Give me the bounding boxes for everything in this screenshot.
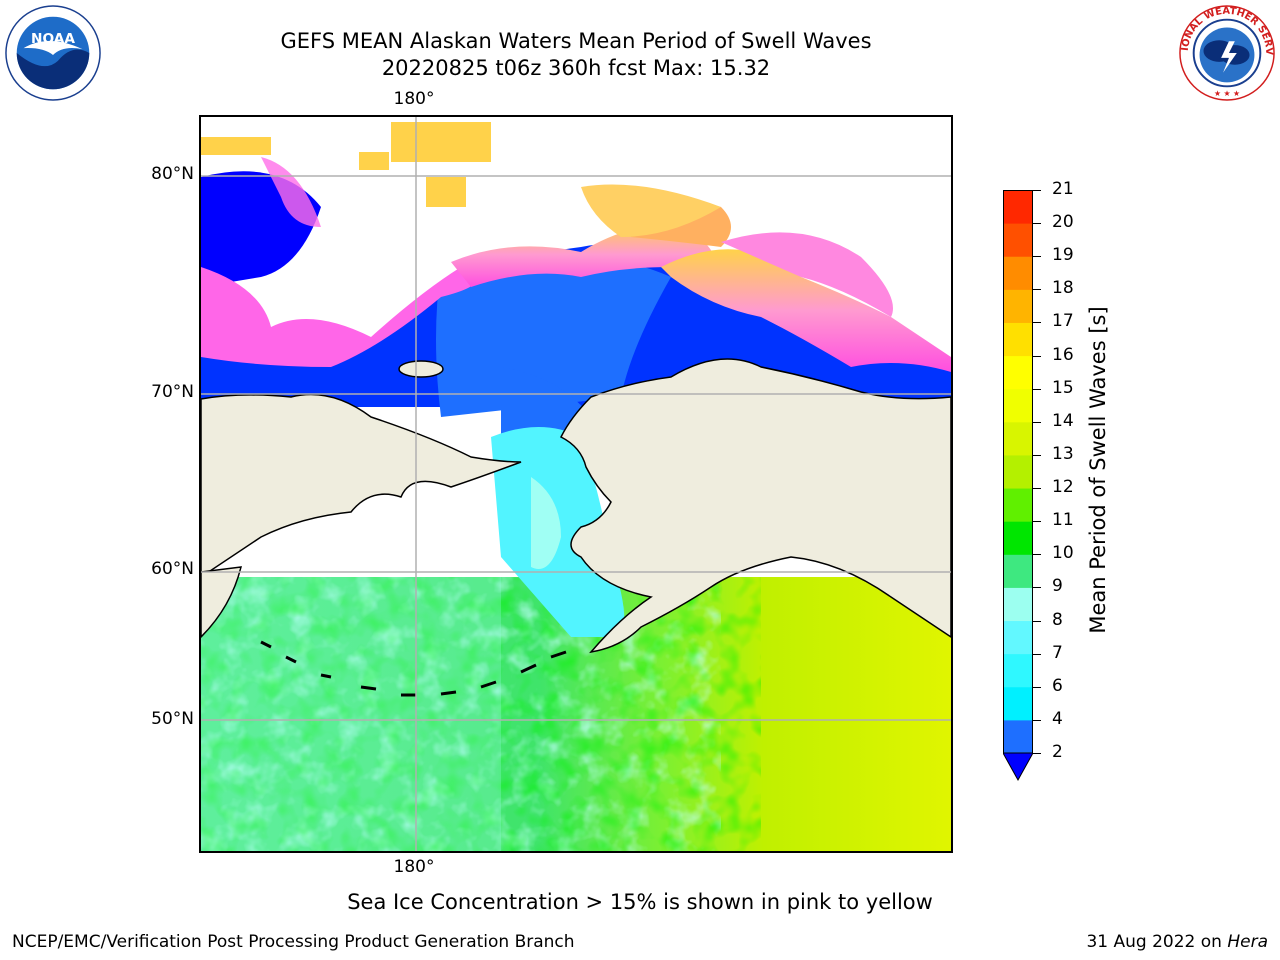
colorbar-tick-mark bbox=[1033, 454, 1041, 456]
noaa-logo: NOAA bbox=[5, 5, 101, 101]
sea-ice-region bbox=[201, 267, 477, 367]
chart-subtitle: 20220825 t06z 360h fcst Max: 15.32 bbox=[381, 56, 771, 80]
colorbar-band bbox=[1003, 256, 1033, 290]
colorbar-tick-mark bbox=[1033, 521, 1041, 523]
nws-logo: NATIONAL WEATHER SERVICE ★ ★ ★ bbox=[1178, 4, 1275, 101]
colorbar-tick-label: 2 bbox=[1052, 742, 1063, 762]
gridlines bbox=[201, 117, 951, 851]
siberia-land bbox=[201, 393, 522, 578]
colorbar-tick-label: 7 bbox=[1052, 642, 1063, 663]
colorbar-under-triangle bbox=[1003, 752, 1033, 782]
colorbar-tick-mark bbox=[1033, 223, 1041, 225]
colorbar-band bbox=[1003, 190, 1033, 224]
colorbar-tick-mark bbox=[1033, 421, 1041, 423]
colorbar-tick-label: 11 bbox=[1052, 510, 1074, 531]
colorbar-tick-mark bbox=[1033, 190, 1041, 191]
colorbar-tick-mark bbox=[1033, 653, 1041, 655]
colorbar-band bbox=[1003, 653, 1033, 688]
chart-title: GEFS MEAN Alaskan Waters Mean Period of … bbox=[280, 29, 872, 53]
colorbar-tick-label: 14 bbox=[1052, 410, 1074, 431]
colorbar-tick-label: 15 bbox=[1052, 377, 1074, 398]
colorbar-band bbox=[1003, 289, 1033, 323]
colorbar-tick-mark bbox=[1033, 256, 1041, 258]
colorbar-tick-label: 19 bbox=[1052, 245, 1074, 266]
colorbar-tick-label: 16 bbox=[1052, 344, 1074, 365]
colorbar-band bbox=[1003, 388, 1033, 423]
lon-label-top: 180° bbox=[393, 89, 435, 109]
lon-label-bottom: 180° bbox=[393, 857, 435, 877]
aleutian-islands bbox=[260, 640, 567, 697]
colorbar-band bbox=[1003, 686, 1033, 721]
colorbar-tick-mark bbox=[1033, 753, 1041, 754]
map-panel bbox=[199, 115, 953, 853]
colorbar-tick-label: 12 bbox=[1052, 477, 1074, 498]
colorbar-band bbox=[1003, 521, 1033, 555]
colorbar-tick-mark bbox=[1033, 719, 1041, 721]
colorbar-tick-mark bbox=[1033, 289, 1041, 291]
colorbar-tick-label: 10 bbox=[1052, 543, 1074, 564]
colorbar-band bbox=[1003, 355, 1033, 390]
footer-credit: NCEP/EMC/Verification Post Processing Pr… bbox=[12, 932, 575, 952]
colorbar-tick-mark bbox=[1033, 388, 1041, 390]
colorbar-tick-mark bbox=[1033, 554, 1041, 556]
colorbar-tick-label: 20 bbox=[1052, 212, 1074, 233]
lat-label-60: 60°N bbox=[151, 559, 194, 579]
colorbar-tick-mark bbox=[1033, 587, 1041, 589]
colorbar-tick-mark bbox=[1033, 322, 1041, 324]
lat-label-50: 50°N bbox=[151, 709, 194, 729]
lat-label-70: 70°N bbox=[151, 382, 194, 402]
sea-ice-note: Sea Ice Concentration > 15% is shown in … bbox=[347, 890, 933, 914]
colorbar-tick-mark bbox=[1033, 620, 1041, 622]
alaska-land bbox=[559, 358, 951, 654]
colorbar-tick-mark bbox=[1033, 355, 1041, 357]
colorbar-band bbox=[1003, 488, 1033, 522]
colorbar-tick-label: 4 bbox=[1052, 708, 1063, 729]
colorbar-tick-label: 8 bbox=[1052, 609, 1063, 630]
colorbar bbox=[1003, 190, 1033, 782]
colorbar-tick-mark bbox=[1033, 686, 1041, 688]
footer-host: Hera bbox=[1227, 932, 1268, 952]
colorbar-band bbox=[1003, 454, 1033, 489]
colorbar-tick-label: 18 bbox=[1052, 278, 1074, 299]
colorbar-band bbox=[1003, 322, 1033, 357]
colorbar-tick-label: 21 bbox=[1052, 179, 1074, 199]
colorbar-band bbox=[1003, 620, 1033, 655]
colorbar-band bbox=[1003, 719, 1033, 754]
swell-period-map bbox=[201, 117, 951, 851]
colorbar-band bbox=[1003, 223, 1033, 257]
colorbar-tick-label: 13 bbox=[1052, 443, 1074, 464]
svg-text:★ ★ ★: ★ ★ ★ bbox=[1214, 89, 1240, 98]
colorbar-label: Mean Period of Swell Waves [s] bbox=[1086, 306, 1110, 634]
colorbar-tick-label: 17 bbox=[1052, 311, 1074, 332]
footer-date: 31 Aug 2022 on Hera bbox=[1086, 932, 1268, 952]
lat-label-80: 80°N bbox=[151, 164, 194, 184]
colorbar-band bbox=[1003, 421, 1033, 456]
colorbar-tick-mark bbox=[1033, 488, 1041, 490]
colorbar-tick-label: 9 bbox=[1052, 576, 1063, 597]
colorbar-band bbox=[1003, 554, 1033, 588]
colorbar-band bbox=[1003, 587, 1033, 622]
noaa-text: NOAA bbox=[31, 31, 75, 47]
colorbar-tick-label: 6 bbox=[1052, 675, 1063, 696]
